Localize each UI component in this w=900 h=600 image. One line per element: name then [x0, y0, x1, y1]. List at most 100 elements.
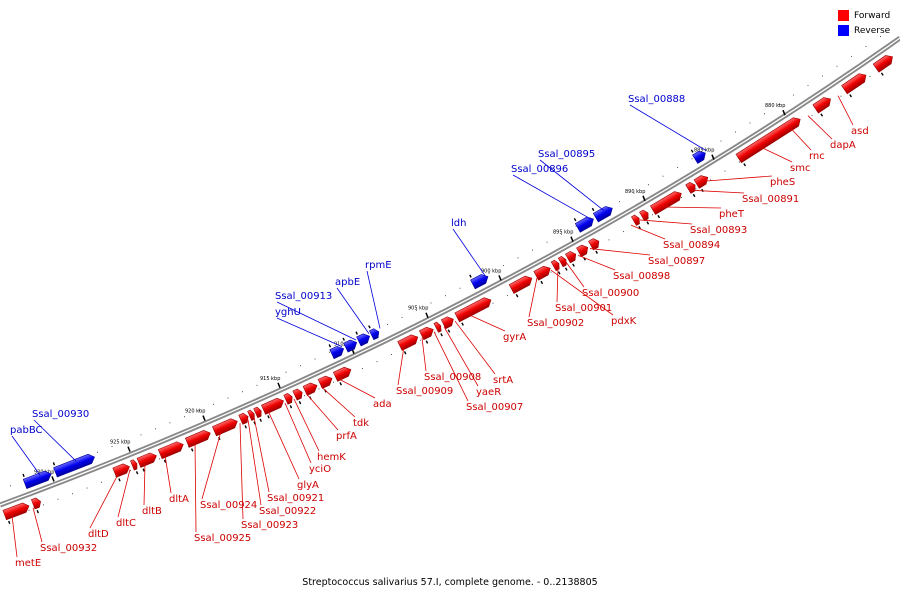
gene-arrow-pdxk[interactable] — [550, 259, 563, 275]
gene-arrow-rnc[interactable] — [812, 95, 836, 117]
gene-label-ssal-00925[interactable]: Ssal_00925 — [194, 533, 251, 544]
leader-line-rnc — [789, 127, 812, 151]
gene-arrow-srta[interactable] — [508, 274, 536, 298]
gene-arrow-dapa[interactable] — [841, 71, 872, 98]
gene-arrow-yaer[interactable] — [440, 315, 458, 333]
gene-arrow-yghu[interactable] — [328, 340, 346, 360]
gene-arrow-tdk[interactable] — [317, 374, 336, 393]
gene-label-yaer[interactable]: yaeR — [476, 387, 501, 398]
gene-label-ssal-00888[interactable]: Ssal_00888 — [628, 94, 685, 105]
gene-label-ssal-00902[interactable]: Ssal_00902 — [527, 318, 584, 329]
gene-label-dltb[interactable]: dltB — [142, 506, 162, 517]
gene-arrow-mete[interactable] — [2, 501, 33, 525]
gene-label-asd[interactable]: asd — [851, 126, 869, 137]
gene-label-ssal-00895[interactable]: Ssal_00895 — [538, 149, 595, 160]
gene-label-ssal-00909[interactable]: Ssal_00909 — [396, 386, 453, 397]
gene-label-ssal-00898[interactable]: Ssal_00898 — [613, 271, 670, 282]
gene-arrow-apbe[interactable] — [354, 327, 371, 347]
gene-arrow-ssal-00908[interactable] — [418, 325, 437, 344]
gene-label-rnc[interactable]: rnc — [809, 151, 825, 162]
gene-arrow-phes[interactable] — [693, 173, 713, 193]
gene-label-srta[interactable]: srtA — [493, 375, 513, 386]
gene-arrow-ssal-00895[interactable] — [591, 200, 615, 223]
gene-arrow-ssal-00925[interactable] — [184, 428, 214, 452]
gene-label-mete[interactable]: metE — [15, 558, 41, 569]
gene-label-ssal-00900[interactable]: Ssal_00900 — [582, 288, 639, 299]
leader-line-ssal-00908 — [421, 337, 427, 372]
gene-label-ssal-00930[interactable]: Ssal_00930 — [32, 409, 89, 420]
gene-label-dltd[interactable]: dltD — [88, 529, 109, 540]
gene-label-ssal-00908[interactable]: Ssal_00908 — [424, 372, 481, 383]
gene-arrow-ssal-00921[interactable] — [253, 406, 266, 422]
gene-arrow-ssal-00896[interactable] — [573, 210, 596, 233]
gene-arrow-hemk[interactable] — [292, 388, 307, 405]
gene-arrow-ssal-00902[interactable] — [533, 264, 555, 285]
gene-label-ycio[interactable]: yciO — [309, 464, 331, 475]
gene-label-ldh[interactable]: ldh — [451, 218, 466, 229]
gene-label-ssal-00894[interactable]: Ssal_00894 — [663, 240, 720, 251]
scale-dot — [256, 384, 258, 386]
gene-arrow-glya[interactable] — [261, 396, 287, 419]
gene-arrow-phet[interactable] — [649, 189, 686, 219]
gene-arrow-ssal-00900[interactable] — [565, 250, 580, 267]
gene-label-ssal-00922[interactable]: Ssal_00922 — [259, 506, 316, 517]
gene-arrow-ssal-00894[interactable] — [631, 214, 644, 230]
gene-label-ssal-00907[interactable]: Ssal_00907 — [466, 402, 523, 413]
gene-label-rpme[interactable]: rpmE — [365, 260, 392, 271]
gene-arrow-ssal-00932[interactable] — [30, 497, 44, 514]
gene-arrow-pabbc[interactable] — [21, 465, 53, 489]
gene-label-ssal-00897[interactable]: Ssal_00897 — [648, 256, 705, 267]
gene-arrow-ldh[interactable] — [468, 268, 490, 290]
gene-tick-smc — [743, 163, 747, 167]
gene-label-phet[interactable]: pheT — [719, 209, 745, 220]
gene-label-phes[interactable]: pheS — [770, 177, 795, 188]
gene-label-ssal-00891[interactable]: Ssal_00891 — [742, 194, 799, 205]
leader-line-ssal-00922 — [247, 419, 262, 506]
gene-arrow-ssal-00909[interactable] — [397, 333, 423, 355]
gene-arrow-ssal-00923[interactable] — [238, 412, 252, 429]
genome-caption: Streptococcus salivarius 57.I, complete … — [302, 577, 598, 588]
gene-arrow-ssal-00907[interactable] — [433, 321, 445, 337]
gene-arrow-asd[interactable] — [872, 53, 898, 77]
gene-label-gyra[interactable]: gyrA — [503, 332, 526, 343]
gene-label-pabbc[interactable]: pabBC — [10, 425, 43, 436]
gene-label-ssal-00913[interactable]: Ssal_00913 — [275, 291, 332, 302]
gene-arrow-ssal-00888[interactable] — [690, 144, 708, 164]
leader-line-ssal-00898 — [577, 254, 616, 271]
gene-arrow-ssal-00913[interactable] — [342, 333, 359, 353]
gene-arrow-dlta[interactable] — [157, 440, 187, 463]
gene-arrow-rpme[interactable] — [367, 323, 381, 341]
gene-arrow-ada[interactable] — [332, 365, 355, 386]
gene-label-ssal-00932[interactable]: Ssal_00932 — [40, 543, 97, 554]
gene-label-dlta[interactable]: dltA — [169, 494, 189, 505]
gene-arrow-gyra[interactable] — [454, 295, 496, 326]
gene-label-dltc[interactable]: dltC — [116, 518, 136, 529]
gene-label-tdk[interactable]: tdk — [353, 418, 369, 429]
gene-tick-ssal-00897 — [595, 250, 598, 254]
gene-label-ssal-00924[interactable]: Ssal_00924 — [200, 500, 257, 511]
gene-arrow-dltb[interactable] — [136, 451, 160, 472]
gene-label-smc[interactable]: smc — [790, 163, 810, 174]
gene-label-apbe[interactable]: apbE — [335, 277, 360, 288]
gene-label-ssal-00893[interactable]: Ssal_00893 — [690, 225, 747, 236]
gene-label-dapa[interactable]: dapA — [830, 140, 856, 151]
gene-label-ssal-00896[interactable]: Ssal_00896 — [511, 164, 568, 175]
gene-label-ada[interactable]: ada — [373, 399, 392, 410]
gene-arrow-ycio[interactable] — [283, 392, 297, 409]
gene-label-pdxk[interactable]: pdxK — [611, 316, 637, 327]
gene-label-ssal-00923[interactable]: Ssal_00923 — [241, 520, 298, 531]
gene-label-glya[interactable]: glyA — [297, 480, 319, 491]
gene-label-ssal-00921[interactable]: Ssal_00921 — [267, 493, 324, 504]
gene-arrow-ssal-00897[interactable] — [588, 237, 604, 254]
gene-arrow-ssal-00898[interactable] — [576, 243, 593, 261]
gene-arrow-dltc[interactable] — [130, 459, 140, 475]
gene-arrow-ssal-00893[interactable] — [639, 209, 653, 225]
gene-label-prfa[interactable]: prfA — [336, 431, 357, 442]
gene-label-hemk[interactable]: hemK — [317, 452, 346, 463]
gene-arrow-smc[interactable] — [735, 115, 806, 167]
gene-arrow-dltd[interactable] — [112, 462, 133, 482]
gene-arrow-ssal-00930[interactable] — [52, 448, 97, 478]
gene-label-ssal-00901[interactable]: Ssal_00901 — [555, 303, 612, 314]
gene-label-yghu[interactable]: yghU — [275, 307, 301, 318]
gene-arrow-prfa[interactable] — [302, 381, 321, 400]
